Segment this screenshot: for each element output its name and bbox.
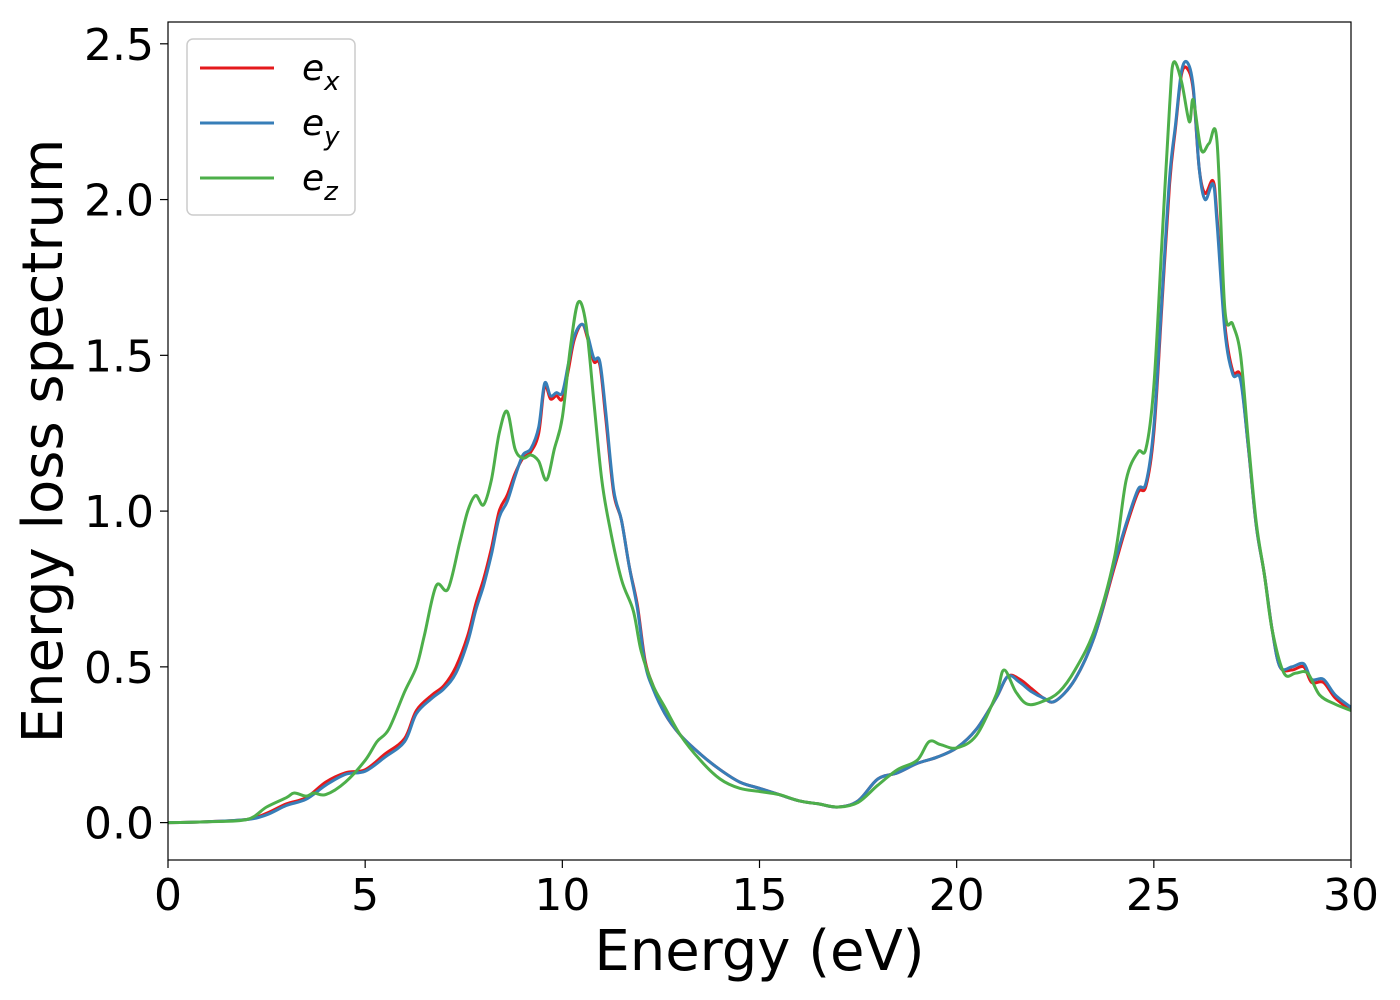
x-tick-label: 15 [732, 870, 788, 921]
axis-ticks: 0 5 10 15 20 25 30 0.0 0.5 1.0 1.5 2.0 2.5 [84, 20, 1379, 921]
legend: ex ey ez [186, 38, 356, 216]
y-tick-label: 1.0 [84, 487, 154, 538]
y-tick-label: 0.5 [84, 643, 154, 694]
x-axis-title: Energy (eV) [594, 919, 924, 984]
series-line-ez [168, 60, 1351, 825]
x-tick-label: 30 [1323, 870, 1379, 921]
y-tick-label: 0.0 [84, 799, 154, 850]
legend-label-ez: ez [302, 158, 339, 207]
legend-label-ey: ey [302, 103, 340, 152]
y-tick-label: 1.5 [84, 331, 154, 382]
x-tick-label: 10 [534, 870, 590, 921]
x-tick-label: 0 [154, 870, 182, 921]
y-tick-label: 2.5 [84, 20, 154, 71]
y-tick-label: 2.0 [84, 176, 154, 227]
series-lines [168, 59, 1351, 825]
x-tick-label: 5 [351, 870, 379, 921]
y-axis-title: Energy loss spectrum [11, 139, 76, 744]
legend-label-ex: ex [302, 48, 340, 97]
legend-frame [186, 38, 356, 216]
x-tick-label: 20 [929, 870, 985, 921]
x-tick-label: 25 [1126, 870, 1182, 921]
